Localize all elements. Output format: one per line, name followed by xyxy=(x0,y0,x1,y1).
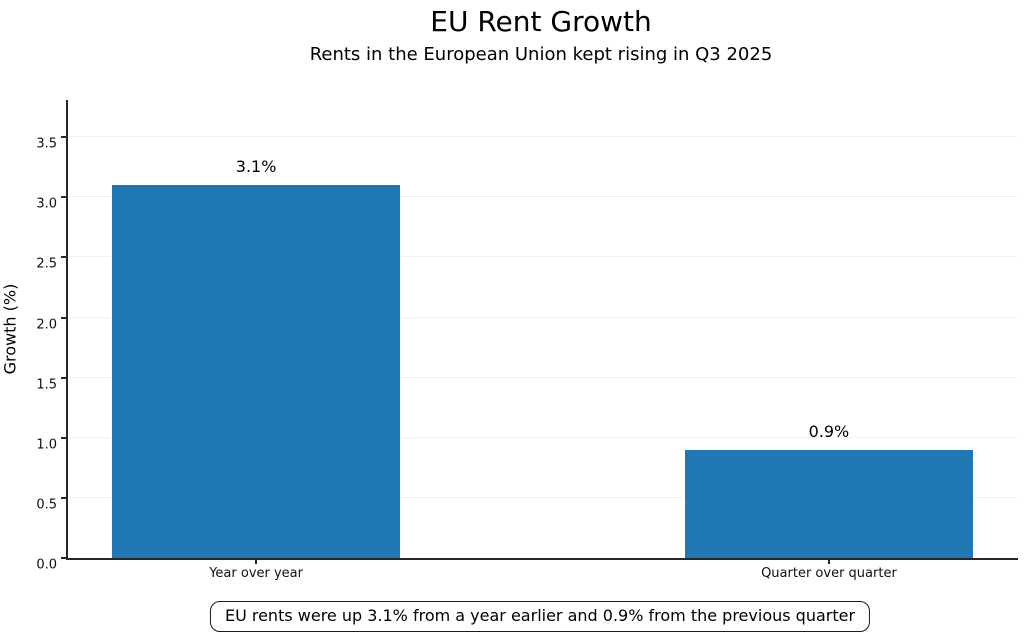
grid-line xyxy=(68,496,1018,498)
y-tick-label: 3.0 xyxy=(36,196,57,212)
y-tick-label: 0.5 xyxy=(36,497,57,513)
x-tick xyxy=(827,560,830,564)
bar xyxy=(685,449,973,558)
grid-line xyxy=(68,316,1018,318)
chart-title: EU Rent Growth xyxy=(430,5,652,38)
x-tick-label: Quarter over quarter xyxy=(761,566,897,581)
y-tick xyxy=(61,436,66,439)
y-tick xyxy=(61,316,66,319)
grid-line xyxy=(68,196,1018,198)
y-tick-label: 0.0 xyxy=(36,557,57,573)
grid-line xyxy=(68,136,1018,138)
plot-area: 0.0 0.5 1.0 1.5 2.0 2.5 3.0 3.5 3.1% Year over ye… xyxy=(36,100,1018,581)
bar-value-label: 3.1% xyxy=(235,157,277,177)
y-tick xyxy=(61,557,66,559)
bar-value-label: 0.9% xyxy=(808,421,850,441)
bar xyxy=(112,185,401,558)
y-tick xyxy=(61,376,66,379)
x-tick xyxy=(255,560,258,564)
grid-line xyxy=(68,436,1018,438)
y-tick-label: 1.5 xyxy=(36,377,57,393)
y-tick-label: 3.5 xyxy=(36,136,57,152)
chart-subtitle: Rents in the European Union kept rising … xyxy=(309,44,773,65)
annotation-box: EU rents were up 3.1% from a year earlie… xyxy=(209,601,871,632)
y-tick-label: 2.5 xyxy=(36,256,57,272)
y-tick-label: 1.0 xyxy=(36,437,57,453)
annotation-text: EU rents were up 3.1% from a year earlie… xyxy=(224,606,856,625)
y-tick xyxy=(61,256,66,259)
y-tick xyxy=(61,136,66,139)
x-tick-label: Year over year xyxy=(209,566,303,581)
y-axis-label: Growth (%) xyxy=(0,283,20,375)
grid-line xyxy=(68,376,1018,378)
y-tick xyxy=(61,496,66,499)
y-tick xyxy=(61,196,66,199)
y-tick-label: 2.0 xyxy=(36,317,57,333)
grid-line xyxy=(68,256,1018,258)
